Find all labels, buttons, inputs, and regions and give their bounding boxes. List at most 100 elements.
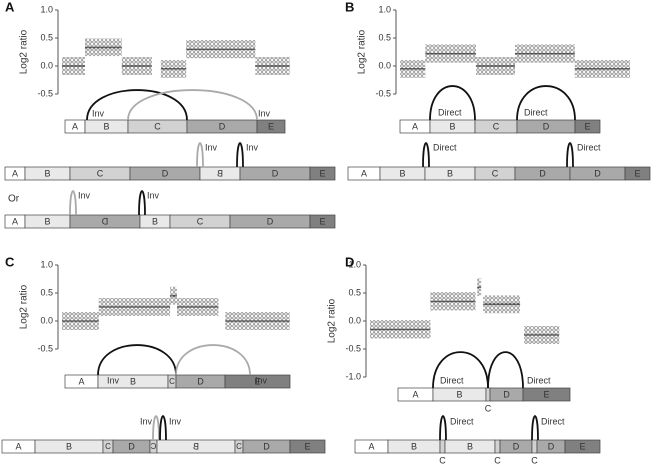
y-tick-label: 0.0 (40, 315, 53, 325)
y-axis-label: Log2 ratio (357, 29, 368, 74)
note: Or (8, 194, 20, 205)
segment-label: D (263, 441, 270, 451)
junction-arc (531, 415, 539, 441)
y-tick-label: -0.5 (37, 88, 53, 98)
y-tick-label: 0.5 (40, 32, 53, 42)
arc-label: Direct (438, 107, 462, 117)
segment-label: C (485, 403, 492, 413)
segment-label: E (268, 121, 274, 131)
segment-label: D (219, 121, 226, 131)
segment-box (309, 214, 336, 229)
segment-label: A (12, 216, 18, 226)
arc-label: Inv (205, 142, 218, 152)
y-tick-label: 0.0 (40, 60, 53, 70)
segment-label: D (267, 216, 274, 226)
segment-label: A (368, 441, 374, 451)
arc-label: Direct (450, 416, 474, 426)
junction-arc (159, 415, 167, 441)
segment-label: B (411, 441, 417, 451)
segment-label: C (169, 377, 175, 386)
segment-label: A (412, 121, 418, 131)
arc-label: Inv (140, 416, 153, 426)
segment-label: C (97, 168, 104, 178)
segment-label: E (319, 216, 325, 226)
junction-arc (175, 344, 251, 376)
junction-arc (432, 351, 489, 389)
segment-label: B (66, 441, 72, 451)
segment-label: C (494, 455, 501, 465)
segment-label: B (456, 389, 462, 399)
segment-label: A (12, 168, 18, 178)
segment-label: E (319, 168, 325, 178)
segment-label: E (304, 441, 310, 451)
segment-label: B (103, 121, 109, 131)
segment-label: C (150, 442, 156, 451)
y-tick-label: 1.0 (378, 4, 391, 14)
y-tick-label: -0.5 (375, 88, 391, 98)
y-tick-label: 0.5 (348, 287, 361, 297)
segment-label: C (197, 216, 204, 226)
segment-box (224, 374, 291, 389)
y-tick-label: -0.5 (345, 343, 361, 353)
junction-arc (422, 142, 430, 168)
segment-label: E (543, 389, 549, 399)
junction-arc (152, 415, 160, 441)
arc-label: Inv (246, 142, 259, 152)
junction-arc (86, 89, 188, 121)
segment-box (522, 387, 571, 402)
segment-label: C (493, 121, 500, 131)
junction-arc (516, 85, 576, 121)
y-axis-label: Log2 ratio (327, 298, 338, 343)
y-tick-label: 1.0 (40, 4, 53, 14)
junction-arc (97, 344, 177, 376)
arc-label: Direct (577, 142, 601, 152)
y-tick-label: 0.0 (348, 315, 361, 325)
segment-box (494, 439, 501, 454)
junction-arc (127, 89, 258, 121)
segment-label: D (543, 121, 550, 131)
segment-label: C (154, 121, 161, 131)
segment-label: B (447, 168, 453, 178)
y-axis-label: Log2 ratio (19, 29, 30, 74)
segment-label: A (412, 389, 418, 399)
segment-label: A (15, 441, 21, 451)
segment-box (439, 439, 446, 454)
y-tick-label: 1.0 (40, 259, 53, 269)
segment-box (256, 119, 286, 134)
segment-label: D (503, 389, 510, 399)
panel-label: D (345, 254, 354, 269)
panel-label: A (5, 0, 15, 14)
segment-label: D (513, 441, 520, 451)
y-tick-label: 0.5 (378, 32, 391, 42)
arc-label: Direct (524, 107, 548, 117)
arc-label: Inv (255, 375, 268, 385)
arc-label: Inv (169, 416, 182, 426)
segment-label: C (531, 455, 538, 465)
segment-label: B (44, 168, 50, 178)
panel-label: C (5, 254, 15, 269)
junction-arc (429, 85, 476, 121)
junction-arc (69, 190, 77, 216)
arc-label: Inv (147, 190, 160, 200)
segment-label: B (449, 121, 455, 131)
panel-label: B (345, 0, 354, 14)
junction-arc (196, 142, 204, 168)
y-tick-label: 0.5 (40, 287, 53, 297)
segment-label: C (236, 442, 242, 451)
segment-box (531, 439, 538, 454)
segment-label: C (492, 168, 499, 178)
segment-box (309, 166, 336, 181)
segment-box (485, 387, 491, 402)
segment-label: D (594, 168, 601, 178)
segment-label: A (361, 168, 367, 178)
arc-label: Inv (92, 108, 105, 118)
segment-label: D (272, 168, 279, 178)
segment-label: D (548, 441, 555, 451)
segment-label: B (467, 441, 473, 451)
junction-arc (439, 415, 447, 441)
segment-box (289, 439, 326, 454)
arc-label: Inv (258, 108, 271, 118)
y-tick-label: -0.5 (37, 343, 53, 353)
segment-label: C (439, 455, 446, 465)
